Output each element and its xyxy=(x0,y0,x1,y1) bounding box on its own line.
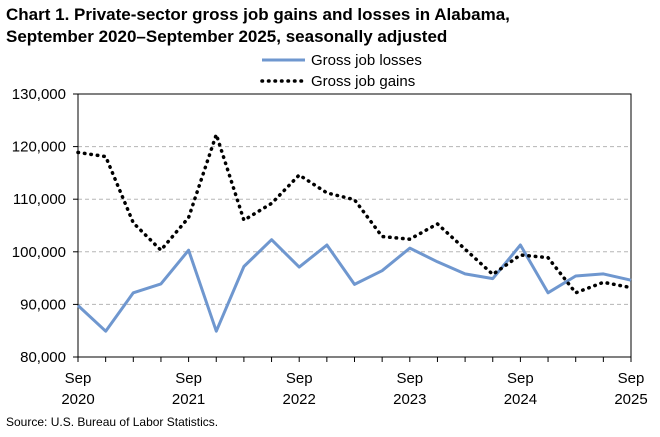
legend-label: Gross job losses xyxy=(311,52,422,69)
chart-title: Chart 1. Private-sector gross job gains … xyxy=(6,4,656,48)
y-tick-label: 80,000 xyxy=(20,349,66,366)
y-tick-label: 120,000 xyxy=(12,139,66,156)
y-tick-label: 90,000 xyxy=(20,296,66,313)
chart-title-line2: September 2020–September 2025, seasonall… xyxy=(6,27,448,46)
x-tick-label-year: 2023 xyxy=(393,391,426,408)
x-tick-label-month: Sep xyxy=(396,370,423,387)
y-tick-label: 100,000 xyxy=(12,244,66,261)
series-line-gross-job-losses xyxy=(76,238,632,333)
y-tick-label: 130,000 xyxy=(12,86,66,103)
x-tick-label-year: 2020 xyxy=(61,391,94,408)
x-tick-label-month: Sep xyxy=(286,370,313,387)
x-tick-label-month: Sep xyxy=(175,370,202,387)
x-tick-label-month: Sep xyxy=(507,370,534,387)
source-note: Source: U.S. Bureau of Labor Statistics. xyxy=(6,415,219,429)
x-tick-label-month: Sep xyxy=(618,370,645,387)
x-tick-label-year: 2025 xyxy=(614,391,647,408)
x-tick-label-year: 2021 xyxy=(172,391,205,408)
x-tick-label-month: Sep xyxy=(65,370,92,387)
y-tick-label: 110,000 xyxy=(13,191,66,208)
chart-title-line1: Chart 1. Private-sector gross job gains … xyxy=(6,5,510,24)
x-tick-label-year: 2022 xyxy=(283,391,316,408)
series-line-gross-job-gains xyxy=(76,132,633,295)
plot-frame xyxy=(77,93,632,358)
legend-label: Gross job gains xyxy=(311,73,415,90)
x-tick-label-year: 2024 xyxy=(504,391,537,408)
